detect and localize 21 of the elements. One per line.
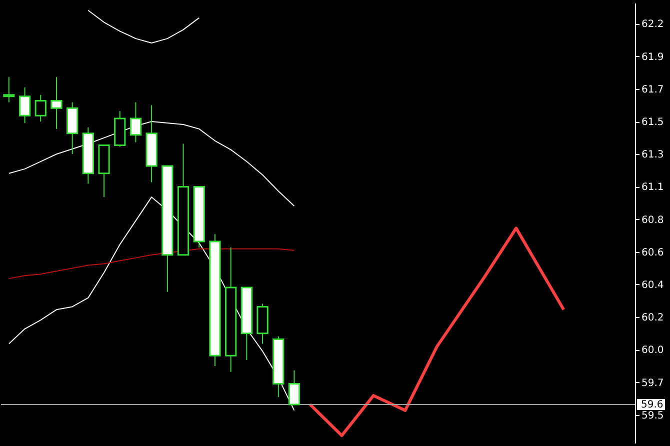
line-series <box>308 226 566 438</box>
candlestick <box>50 76 62 130</box>
y-tick-label: 60.2 <box>642 312 664 324</box>
y-tick-label: 61.9 <box>642 52 664 63</box>
candlestick <box>3 76 15 103</box>
y-tick-label: 61.7 <box>642 84 664 96</box>
y-tick-label: 60.6 <box>642 247 664 258</box>
y-tick-label: 60.4 <box>642 280 664 291</box>
line-series <box>8 248 295 280</box>
y-tick-label: 60.0 <box>642 345 664 356</box>
y-tick-label: 60.8 <box>642 214 664 226</box>
candlestick <box>34 94 46 122</box>
line-series <box>88 10 200 44</box>
y-tick-label: 62.2 <box>642 19 664 30</box>
y-tick-label: 59.7 <box>642 378 664 389</box>
ref-line-label: 59.6 <box>641 399 664 410</box>
y-tick-label: 61.1 <box>642 182 664 194</box>
y-tick-label: 61.5 <box>642 117 664 128</box>
y-tick-label: 59.5 <box>642 410 664 422</box>
candlestick <box>18 86 31 124</box>
y-tick-label: 61.3 <box>642 150 664 161</box>
